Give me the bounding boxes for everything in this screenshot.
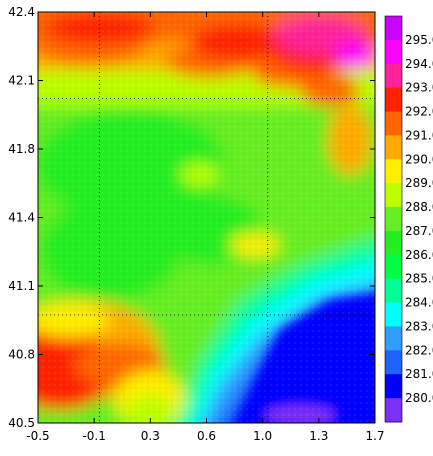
colorbar-swatch <box>385 254 402 280</box>
colorbar-label: 281.0 <box>405 367 433 381</box>
colorbar-label: 287.0 <box>405 224 433 238</box>
colorbar-label: 282.0 <box>405 343 433 357</box>
colorbar-label: 294.0 <box>405 57 433 71</box>
y-tick-label: 42.1 <box>8 74 35 88</box>
y-tick-label: 42.4 <box>8 5 35 19</box>
colorbar-swatch <box>385 87 402 113</box>
colorbar-label: 280.0 <box>405 391 433 405</box>
colorbar-swatch <box>385 230 402 256</box>
x-tick-label: -0.5 <box>26 429 49 443</box>
y-tick-label: 41.8 <box>8 142 35 156</box>
colorbar-label: 283.0 <box>405 319 433 333</box>
y-tick-label: 40.8 <box>8 348 35 362</box>
colorbar-swatch <box>385 159 402 184</box>
colorbar-label: 289.0 <box>405 176 433 190</box>
colorbar-swatch <box>385 278 402 304</box>
colorbar-swatch <box>385 39 402 65</box>
gridlines <box>38 12 375 423</box>
x-tick-label: 1.7 <box>365 429 384 443</box>
x-axis: -0.5 -0.1 0.3 0.6 1.0 1.3 1.7 <box>26 12 385 443</box>
colorbar-label: 292.0 <box>405 105 433 119</box>
heatmap-field <box>38 12 375 423</box>
colorbar-label: 290.0 <box>405 152 433 166</box>
colorbar-swatch <box>385 398 402 423</box>
x-tick-label: 1.3 <box>309 429 328 443</box>
colorbar-swatch <box>385 207 402 232</box>
x-tick-label: 1.0 <box>253 429 272 443</box>
colorbar-swatch <box>385 302 402 327</box>
y-tick-label: 41.4 <box>8 211 35 225</box>
colorbar-label: 285.0 <box>405 272 433 286</box>
colorbar-swatch <box>385 374 402 399</box>
colorbar-swatch <box>385 135 402 160</box>
colorbar-frame <box>384 15 403 423</box>
y-tick-label: 40.5 <box>8 416 35 430</box>
colorbar-swatch <box>385 63 402 89</box>
colorbar-label: 295.0 <box>405 33 433 47</box>
x-tick-label: 0.3 <box>141 429 160 443</box>
y-tick-label: 41.1 <box>8 279 35 293</box>
colorbar-swatch <box>385 16 402 41</box>
colorbar-label: 288.0 <box>405 200 433 214</box>
x-tick-label: 0.6 <box>197 429 216 443</box>
colorbar-label: 286.0 <box>405 248 433 262</box>
x-tick-label: -0.1 <box>82 429 105 443</box>
colorbar: 280.0 281.0 282.0 283.0 284.0 285.0 286.0 287.0… <box>384 15 433 423</box>
colorbar-swatch <box>385 111 402 136</box>
colorbar-label: 291.0 <box>405 128 433 142</box>
colorbar-label: 284.0 <box>405 296 433 310</box>
colorbar-swatch <box>385 183 402 208</box>
colorbar-label: 293.0 <box>405 81 433 95</box>
colorbar-swatch <box>385 350 402 375</box>
y-axis: 40.5 40.8 41.1 41.4 41.8 42.1 42.4 <box>8 5 375 430</box>
colorbar-swatch <box>385 326 402 351</box>
